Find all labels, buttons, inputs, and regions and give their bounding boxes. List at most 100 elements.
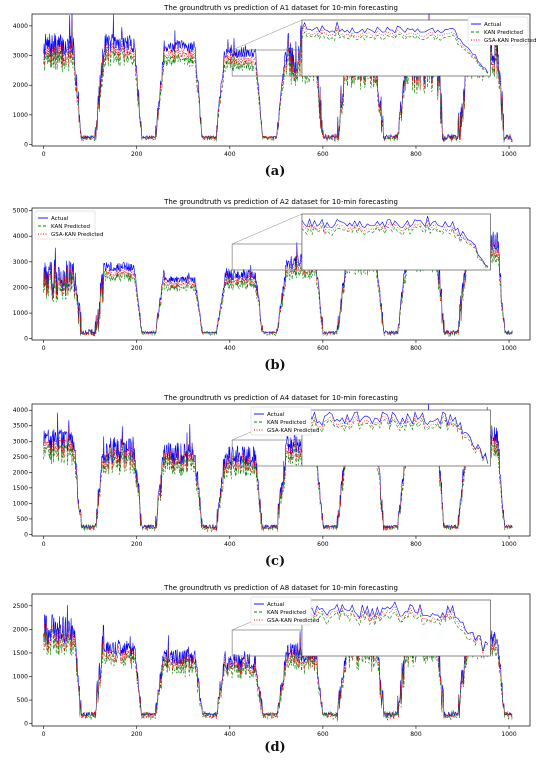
y-tick-label: 3000 bbox=[13, 53, 28, 60]
y-tick-label: 1000 bbox=[13, 310, 28, 317]
x-tick-label: 200 bbox=[131, 151, 143, 158]
x-tick-label: 1000 bbox=[501, 731, 516, 738]
panel-d: The groundtruth vs prediction of A8 data… bbox=[0, 580, 550, 764]
zoom-series-group bbox=[301, 411, 489, 465]
x-tick-label: 1000 bbox=[501, 345, 516, 352]
chart-title: The groundtruth vs prediction of A1 data… bbox=[163, 4, 398, 12]
y-tick-label: 2500 bbox=[13, 454, 28, 461]
series-line-2 bbox=[43, 616, 513, 721]
legend-label: GSA-KAN Predicted bbox=[51, 232, 103, 238]
x-tick-label: 200 bbox=[131, 345, 143, 352]
zoom-series-line-1 bbox=[301, 224, 488, 268]
legend-label: KAN Predicted bbox=[267, 420, 306, 426]
y-tick-label: 0 bbox=[24, 336, 28, 343]
y-tick-label: 0 bbox=[24, 142, 28, 149]
y-tick-label: 2000 bbox=[13, 82, 28, 89]
legend-label: Actual bbox=[51, 216, 69, 222]
y-tick-label: 1500 bbox=[13, 650, 28, 657]
y-tick-label: 1500 bbox=[13, 485, 28, 492]
y-tick-label: 0 bbox=[24, 531, 28, 538]
zoom-inset bbox=[301, 409, 491, 467]
chart-b: The groundtruth vs prediction of A2 data… bbox=[13, 198, 531, 352]
x-tick-label: 200 bbox=[131, 731, 143, 738]
y-tick-label: 3000 bbox=[13, 438, 28, 445]
chart-title: The groundtruth vs prediction of A8 data… bbox=[163, 584, 398, 592]
x-tick-label: 1000 bbox=[501, 541, 516, 548]
x-tick-label: 600 bbox=[317, 345, 329, 352]
y-tick-label: 4000 bbox=[13, 23, 28, 30]
y-tick-label: 4000 bbox=[13, 233, 28, 240]
zoom-series-line-2 bbox=[301, 415, 489, 465]
zoom-series-line-0 bbox=[301, 21, 489, 74]
plot-frame bbox=[31, 593, 531, 727]
y-tick-label: 2000 bbox=[13, 626, 28, 633]
y-tick-label: 3500 bbox=[13, 423, 28, 430]
zoom-series-line-0 bbox=[301, 215, 489, 267]
zoom-connector bbox=[232, 19, 303, 51]
x-tick-label: 400 bbox=[224, 731, 236, 738]
legend-label: KAN Predicted bbox=[51, 224, 90, 230]
y-tick-label: 2000 bbox=[13, 469, 28, 476]
legend-label: GSA-KAN Predicted bbox=[267, 428, 319, 434]
panel-a: The groundtruth vs prediction of A1 data… bbox=[0, 0, 550, 190]
y-tick-label: 500 bbox=[17, 697, 29, 704]
x-tick-label: 400 bbox=[224, 345, 236, 352]
legend-box bbox=[250, 596, 312, 626]
x-tick-label: 800 bbox=[410, 151, 422, 158]
legend-box bbox=[467, 16, 529, 46]
y-tick-label: 3000 bbox=[13, 259, 28, 266]
x-tick-label: 0 bbox=[42, 541, 46, 548]
chart-c: The groundtruth vs prediction of A4 data… bbox=[13, 394, 531, 548]
chart-title: The groundtruth vs prediction of A4 data… bbox=[163, 394, 398, 402]
x-tick-label: 400 bbox=[224, 541, 236, 548]
x-tick-label: 0 bbox=[42, 345, 46, 352]
y-tick-label: 0 bbox=[24, 721, 28, 728]
zoom-series-line-1 bbox=[301, 609, 489, 652]
zoom-inset bbox=[301, 213, 491, 271]
x-tick-label: 0 bbox=[42, 151, 46, 158]
zoom-series-group bbox=[301, 215, 489, 269]
y-tick-label: 2500 bbox=[13, 603, 28, 610]
chart-d: The groundtruth vs prediction of A8 data… bbox=[13, 584, 531, 738]
legend-label: GSA-KAN Predicted bbox=[484, 38, 536, 44]
panel-c: The groundtruth vs prediction of A4 data… bbox=[0, 390, 550, 580]
zoom-series-line-1 bbox=[301, 418, 489, 464]
caption-a: (a) bbox=[264, 164, 286, 179]
legend-box bbox=[34, 210, 96, 240]
zoom-series-line-2 bbox=[301, 25, 489, 74]
x-tick-label: 0 bbox=[42, 731, 46, 738]
zoom-series-group bbox=[301, 601, 489, 655]
legend-label: GSA-KAN Predicted bbox=[267, 618, 319, 624]
zoom-inset bbox=[301, 599, 491, 657]
x-tick-label: 600 bbox=[317, 541, 329, 548]
y-tick-label: 4000 bbox=[13, 407, 28, 414]
x-tick-label: 600 bbox=[317, 731, 329, 738]
x-tick-label: 800 bbox=[410, 345, 422, 352]
y-tick-label: 1000 bbox=[13, 112, 28, 119]
chart-a: The groundtruth vs prediction of A1 data… bbox=[13, 4, 537, 158]
zoom-series-line-2 bbox=[301, 605, 489, 655]
x-tick-label: 1000 bbox=[501, 151, 516, 158]
caption-b: (b) bbox=[264, 358, 286, 373]
zoom-series-group bbox=[301, 21, 489, 75]
y-tick-label: 1000 bbox=[13, 674, 28, 681]
plot-frame bbox=[31, 13, 531, 147]
y-tick-label: 500 bbox=[17, 516, 29, 523]
caption-c: (c) bbox=[264, 554, 286, 569]
x-tick-label: 400 bbox=[224, 151, 236, 158]
x-tick-label: 200 bbox=[131, 541, 143, 548]
y-tick-label: 2000 bbox=[13, 284, 28, 291]
panel-b: The groundtruth vs prediction of A2 data… bbox=[0, 194, 550, 384]
zoom-connector bbox=[232, 213, 303, 245]
legend-label: Actual bbox=[267, 602, 285, 608]
plot-frame bbox=[31, 207, 531, 341]
x-tick-label: 800 bbox=[410, 731, 422, 738]
plot-frame bbox=[31, 403, 531, 537]
legend-label: Actual bbox=[484, 22, 502, 28]
legend-label: KAN Predicted bbox=[267, 610, 306, 616]
caption-d: (d) bbox=[264, 740, 286, 755]
chart-title: The groundtruth vs prediction of A2 data… bbox=[163, 198, 398, 206]
y-tick-label: 1000 bbox=[13, 500, 28, 507]
x-tick-label: 600 bbox=[317, 151, 329, 158]
zoom-series-line-0 bbox=[301, 601, 489, 652]
